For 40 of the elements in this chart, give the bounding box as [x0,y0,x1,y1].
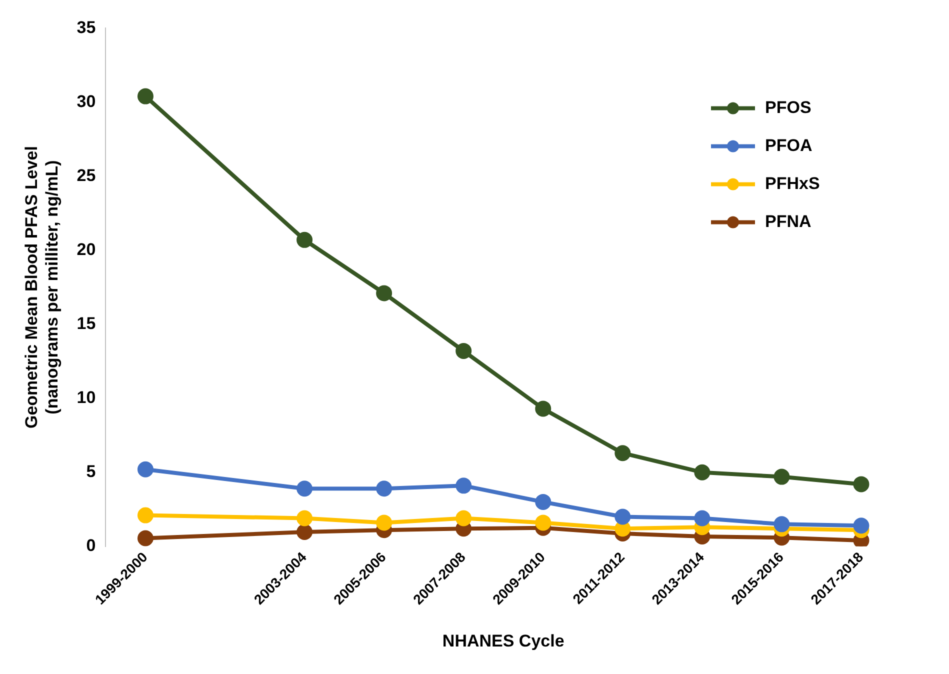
y-tick-label: 30 [76,92,96,111]
legend-label: PFOS [765,98,812,117]
point [376,285,392,302]
point [853,476,870,492]
point [694,464,710,480]
point [614,520,631,537]
point [137,530,154,546]
y-tick-label: 0 [86,536,96,556]
y-tick-label: 35 [76,18,96,37]
legend-label: PFHxS [765,174,820,193]
point [535,514,552,531]
point [296,480,313,497]
point [535,494,552,510]
point [694,510,710,526]
point [535,400,552,417]
y-tick-label: 10 [76,388,96,408]
y-tick-label: 5 [86,462,96,482]
legend-label: PFNA [765,212,812,231]
point [296,510,313,526]
point [774,516,790,532]
y-tick-label: 15 [76,314,96,333]
point [296,524,313,540]
point [376,514,392,531]
y-tick-label: 20 [76,240,96,259]
point [456,478,472,494]
point [614,445,631,462]
y-tick-label: 25 [76,166,96,185]
point [296,232,313,248]
point [456,510,472,526]
point [376,480,392,497]
point [137,507,154,524]
point [137,461,154,478]
y-axis-title: Geometric Mean Blood PFAS Level (nanograms per milliter, ng/mL) [22,146,62,429]
point [774,468,790,485]
point [853,518,870,534]
legend-label: PFOA [765,136,812,155]
point [456,342,472,359]
point [137,88,154,104]
x-axis-title: NHANES Cycle [442,631,564,650]
point [614,508,631,525]
